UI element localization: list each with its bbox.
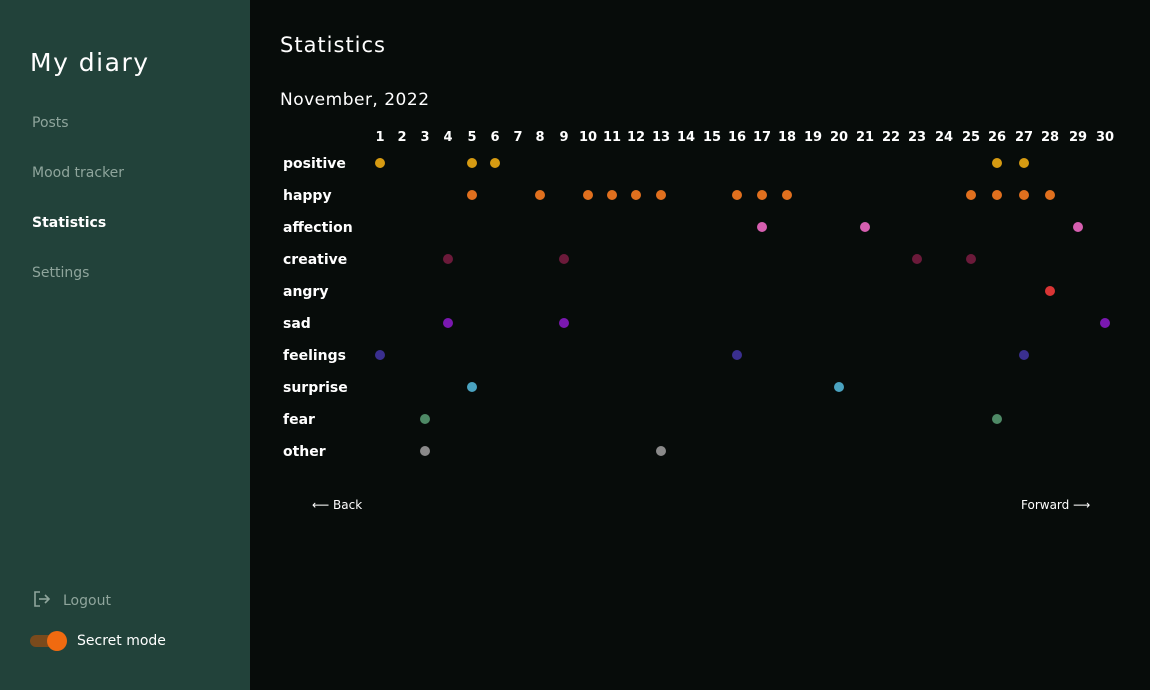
day-label-23: 23 xyxy=(908,130,926,145)
day-label-1: 1 xyxy=(375,130,384,145)
day-label-19: 19 xyxy=(804,130,822,145)
mood-label-other: other xyxy=(283,444,326,460)
day-label-29: 29 xyxy=(1069,130,1087,145)
day-label-12: 12 xyxy=(627,130,645,145)
sidebar: My diary Posts Mood tracker Statistics S… xyxy=(0,0,250,690)
app-brand: My diary xyxy=(30,48,150,77)
mood-point-happy-13 xyxy=(656,190,666,200)
day-label-26: 26 xyxy=(988,130,1006,145)
mood-point-happy-25 xyxy=(966,190,976,200)
mood-point-affection-29 xyxy=(1073,222,1083,232)
mood-point-happy-8 xyxy=(535,190,545,200)
nav-item-mood-tracker[interactable]: Mood tracker xyxy=(32,165,125,181)
mood-chart: 1 2 3 4 5 6 7 8 9 10 11 12 13 14 15 16 17 18 19 20 21 22 23 24 2… xyxy=(283,130,1114,460)
day-label-16: 16 xyxy=(728,130,746,145)
mood-point-sad-4 xyxy=(443,318,453,328)
day-label-21: 21 xyxy=(856,130,874,145)
logout-button[interactable]: Logout xyxy=(32,590,111,612)
day-label-11: 11 xyxy=(603,130,621,145)
mood-point-happy-27 xyxy=(1019,190,1029,200)
mood-point-other-13 xyxy=(656,446,666,456)
mood-point-fear-3 xyxy=(420,414,430,424)
mood-point-positive-26 xyxy=(992,158,1002,168)
day-label-28: 28 xyxy=(1041,130,1059,145)
mood-point-happy-16 xyxy=(732,190,742,200)
mood-point-positive-1 xyxy=(375,158,385,168)
mood-point-other-3 xyxy=(420,446,430,456)
day-label-9: 9 xyxy=(559,130,568,145)
day-label-24: 24 xyxy=(935,130,953,145)
mood-point-happy-18 xyxy=(782,190,792,200)
mood-point-creative-4 xyxy=(443,254,453,264)
mood-label-feelings: feelings xyxy=(283,348,346,364)
day-label-27: 27 xyxy=(1015,130,1033,145)
mood-point-creative-9 xyxy=(559,254,569,264)
back-button[interactable]: ⟵ Back xyxy=(312,498,363,512)
mood-point-affection-21 xyxy=(860,222,870,232)
mood-point-sad-30 xyxy=(1100,318,1110,328)
mood-point-happy-11 xyxy=(607,190,617,200)
nav-item-posts[interactable]: Posts xyxy=(32,115,69,131)
mood-label-positive: positive xyxy=(283,156,346,172)
day-label-6: 6 xyxy=(490,130,499,145)
mood-point-positive-6 xyxy=(490,158,500,168)
day-label-25: 25 xyxy=(962,130,980,145)
day-label-22: 22 xyxy=(882,130,900,145)
mood-point-creative-25 xyxy=(966,254,976,264)
mood-label-surprise: surprise xyxy=(283,380,348,396)
day-label-17: 17 xyxy=(753,130,771,145)
mood-point-creative-23 xyxy=(912,254,922,264)
month-label: November, 2022 xyxy=(280,90,430,110)
mood-point-happy-12 xyxy=(631,190,641,200)
mood-label-sad: sad xyxy=(283,316,311,332)
mood-label-angry: angry xyxy=(283,284,328,300)
day-label-30: 30 xyxy=(1096,130,1114,145)
mood-point-sad-9 xyxy=(559,318,569,328)
day-label-8: 8 xyxy=(535,130,544,145)
mood-point-angry-28 xyxy=(1045,286,1055,296)
secret-mode-toggle[interactable] xyxy=(30,630,68,652)
day-label-3: 3 xyxy=(420,130,429,145)
forward-button[interactable]: Forward ⟶ xyxy=(1021,498,1091,512)
mood-label-happy: happy xyxy=(283,188,332,204)
day-label-7: 7 xyxy=(513,130,522,145)
mood-point-feelings-27 xyxy=(1019,350,1029,360)
mood-point-happy-17 xyxy=(757,190,767,200)
mood-point-positive-27 xyxy=(1019,158,1029,168)
secret-mode-label: Secret mode xyxy=(77,633,166,649)
day-label-13: 13 xyxy=(652,130,670,145)
mood-point-happy-10 xyxy=(583,190,593,200)
mood-point-happy-5 xyxy=(467,190,477,200)
day-label-18: 18 xyxy=(778,130,796,145)
mood-point-feelings-16 xyxy=(732,350,742,360)
day-label-15: 15 xyxy=(703,130,721,145)
day-label-4: 4 xyxy=(443,130,452,145)
day-label-20: 20 xyxy=(830,130,848,145)
day-label-2: 2 xyxy=(397,130,406,145)
nav-item-statistics[interactable]: Statistics xyxy=(32,215,107,231)
mood-point-surprise-5 xyxy=(467,382,477,392)
day-label-10: 10 xyxy=(579,130,597,145)
mood-point-feelings-1 xyxy=(375,350,385,360)
page-title: Statistics xyxy=(280,33,386,57)
day-label-5: 5 xyxy=(467,130,476,145)
mood-label-creative: creative xyxy=(283,252,347,268)
mood-label-fear: fear xyxy=(283,412,315,428)
toggle-knob xyxy=(47,631,67,651)
day-label-14: 14 xyxy=(677,130,695,145)
mood-point-happy-28 xyxy=(1045,190,1055,200)
main-content: Statistics November, 2022 1 2 3 4 5 6 7 8 9 10 11 1… xyxy=(250,0,1150,690)
mood-point-happy-26 xyxy=(992,190,1002,200)
mood-label-affection: affection xyxy=(283,220,353,236)
logout-icon xyxy=(32,589,52,613)
logout-label: Logout xyxy=(63,593,111,609)
mood-point-surprise-20 xyxy=(834,382,844,392)
mood-point-fear-26 xyxy=(992,414,1002,424)
mood-point-affection-17 xyxy=(757,222,767,232)
secret-mode: Secret mode xyxy=(30,630,166,652)
nav-item-settings[interactable]: Settings xyxy=(32,265,90,281)
mood-point-positive-5 xyxy=(467,158,477,168)
